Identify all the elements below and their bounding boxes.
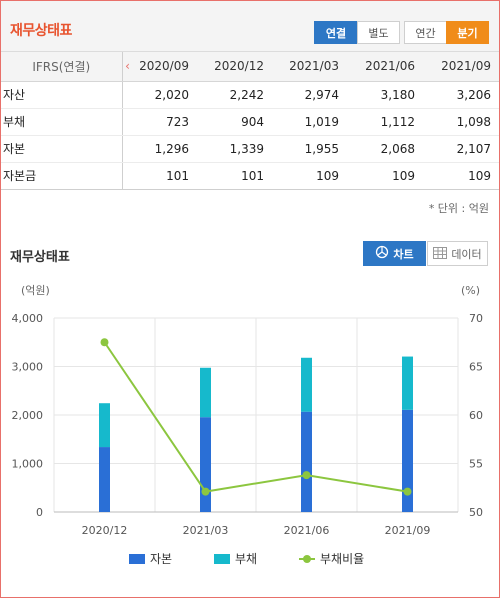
chart-view-button[interactable]: 차트 <box>363 241 426 266</box>
bar-capital <box>402 409 413 512</box>
debt-ratio-point <box>403 487 412 496</box>
row-label: 자본금 <box>1 162 123 190</box>
prev-period-arrow-icon[interactable]: ‹ <box>125 59 130 74</box>
column-header: 2021/09 <box>423 52 499 82</box>
row-label: 자산 <box>1 81 123 109</box>
right-axis-unit: (%) <box>461 284 480 297</box>
table-cell: 2,974 <box>272 81 347 109</box>
column-header: 2020/12 <box>197 52 272 82</box>
column-header: 2021/06 <box>347 52 423 82</box>
table-header-row: IFRS(연결) ‹ 2020/09 2020/12 2021/03 2021/0… <box>1 52 499 82</box>
chart-view-label: 차트 <box>393 248 414 261</box>
separate-toggle[interactable]: 별도 <box>357 21 400 44</box>
financial-table: IFRS(연결) ‹ 2020/09 2020/12 2021/03 2021/0… <box>1 52 499 190</box>
table-cell: 101 <box>122 162 197 190</box>
table-cell: 1,019 <box>272 108 347 136</box>
table-cell: 1,112 <box>347 108 423 136</box>
bar-debt <box>200 367 211 418</box>
table-cell: 101 <box>197 162 272 190</box>
table-cell: 904 <box>197 108 272 136</box>
right-tick-label: 70 <box>469 312 483 325</box>
table-cell: 1,339 <box>197 135 272 163</box>
bar-capital <box>200 417 211 512</box>
left-tick-label: 0 <box>36 506 43 519</box>
left-axis-unit: (억원) <box>21 284 50 297</box>
data-view-label: 데이터 <box>451 248 482 261</box>
debt-ratio-point <box>201 487 210 496</box>
table-cell: 3,180 <box>347 81 423 109</box>
bar-capital <box>99 447 110 512</box>
legend-debt-label: 부채 <box>235 552 257 566</box>
table-cell: 2,020 <box>122 81 197 109</box>
header-bar: 재무상태표 연결 별도 연간 분기 <box>1 1 499 52</box>
balance-chart: (억원) (%) 0 1,000 2,000 3,000 4,000 50 55 60 65 70… <box>12 284 484 566</box>
table-cell: 109 <box>272 162 347 190</box>
x-tick-label: 2021/03 <box>183 524 229 537</box>
left-tick-label: 2,000 <box>12 409 44 422</box>
debt-ratio-line <box>103 341 408 493</box>
table-cell: 3,206 <box>423 81 499 109</box>
legend-debt-swatch <box>214 554 230 564</box>
annual-toggle[interactable]: 연간 <box>404 21 447 44</box>
left-tick-label: 4,000 <box>12 312 44 325</box>
quarter-toggle[interactable]: 분기 <box>446 21 489 44</box>
table-row: 자산 2,020 2,242 2,974 3,180 3,206 <box>1 81 499 109</box>
data-view-button[interactable]: 데이터 <box>427 241 488 266</box>
row-label: 자본 <box>1 135 123 163</box>
table-cell: 109 <box>423 162 499 190</box>
left-tick-label: 3,000 <box>12 361 44 374</box>
x-tick-label: 2021/06 <box>284 524 330 537</box>
table-row: 자본 1,296 1,339 1,955 2,068 2,107 <box>1 135 499 163</box>
table-cell: 723 <box>122 108 197 136</box>
right-tick-label: 55 <box>469 458 483 471</box>
table-cell: 2,107 <box>423 135 499 163</box>
consolidated-toggle[interactable]: 연결 <box>314 21 358 44</box>
table-row: 자본금 101 101 109 109 109 <box>1 162 499 190</box>
right-tick-label: 60 <box>469 409 483 422</box>
column-header: 2021/03 <box>272 52 347 82</box>
right-tick-label: 50 <box>469 506 483 519</box>
bar-capital <box>301 411 312 512</box>
unit-note: * 단위 : 억원 <box>428 202 489 215</box>
table-grid-icon <box>433 243 448 268</box>
bar-debt <box>402 356 413 410</box>
bar-debt <box>301 357 312 412</box>
table-label-header: IFRS(연결) <box>1 52 123 82</box>
table-cell: 2,068 <box>347 135 423 163</box>
table-cell: 109 <box>347 162 423 190</box>
left-tick-label: 1,000 <box>12 458 44 471</box>
table-cell: 2,242 <box>197 81 272 109</box>
legend-capital-swatch <box>129 554 145 564</box>
bar-debt <box>99 403 110 448</box>
legend-debt-ratio-label: 부채비율 <box>320 552 364 566</box>
pie-chart-icon <box>375 243 389 268</box>
table-row: 부채 723 904 1,019 1,112 1,098 <box>1 108 499 136</box>
table-cell: 1,296 <box>122 135 197 163</box>
row-label: 부채 <box>1 108 123 136</box>
legend-debt-ratio-marker <box>303 555 311 563</box>
chart-section-title: 재무상태표 <box>10 250 70 265</box>
table-cell: 1,955 <box>272 135 347 163</box>
column-header[interactable]: ‹ 2020/09 <box>122 52 197 82</box>
legend-capital-label: 자본 <box>150 552 172 566</box>
x-tick-label: 2021/09 <box>385 524 431 537</box>
widget-title: 재무상태표 <box>10 23 72 39</box>
x-tick-label: 2020/12 <box>82 524 128 537</box>
debt-ratio-point <box>302 471 311 480</box>
table-cell: 1,098 <box>423 108 499 136</box>
debt-ratio-point <box>100 338 109 347</box>
right-tick-label: 65 <box>469 361 483 374</box>
